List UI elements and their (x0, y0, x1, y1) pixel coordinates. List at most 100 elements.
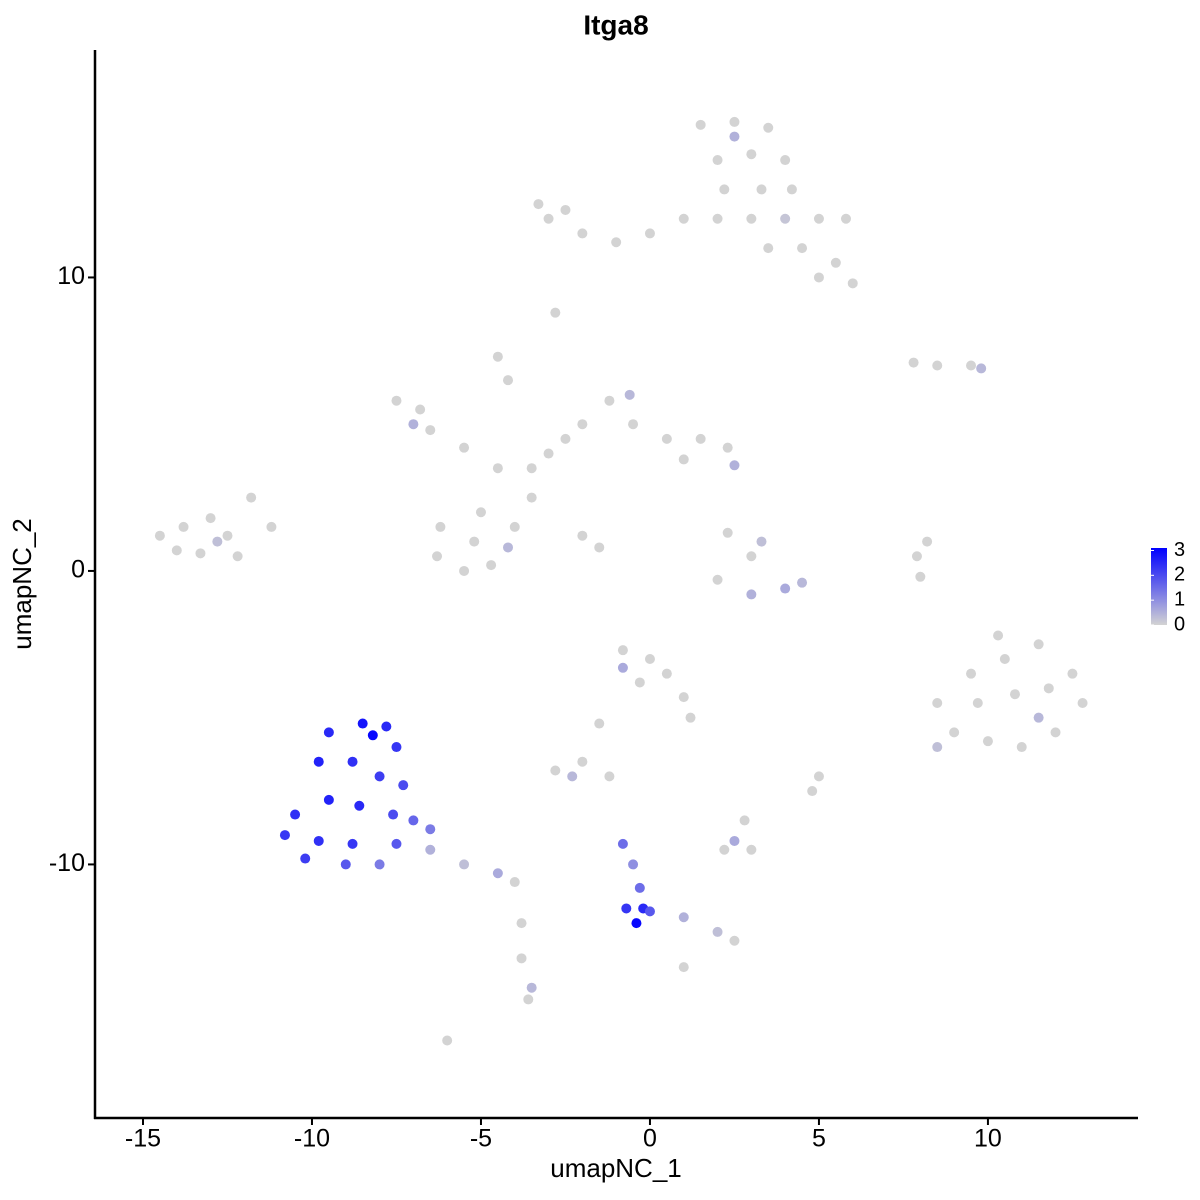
point (617, 662, 628, 673)
point (644, 228, 655, 239)
point (357, 718, 368, 729)
point (560, 204, 571, 215)
y-tick-label: -10 (49, 849, 85, 877)
point (550, 765, 561, 776)
point (780, 583, 791, 594)
point (678, 912, 689, 923)
point (388, 809, 399, 820)
point (908, 357, 919, 368)
point (739, 815, 750, 826)
point (503, 542, 514, 553)
point (1009, 689, 1020, 700)
point (729, 131, 740, 142)
x-tick-label: -5 (470, 1125, 492, 1153)
colorbar-tick-label: 1 (1174, 588, 1185, 610)
point (780, 213, 791, 224)
point (631, 918, 642, 929)
point (949, 727, 960, 738)
point (972, 698, 983, 709)
point (1067, 668, 1078, 679)
point (604, 395, 615, 406)
point (577, 419, 588, 430)
point (611, 237, 622, 248)
point (577, 228, 588, 239)
point (628, 859, 639, 870)
point (1016, 742, 1027, 753)
point (797, 577, 808, 588)
point (1033, 639, 1044, 650)
point (509, 521, 520, 532)
point (1043, 683, 1054, 694)
point (722, 527, 733, 538)
point (374, 859, 385, 870)
point (492, 463, 503, 474)
point (459, 565, 470, 576)
point (624, 389, 635, 400)
point (712, 213, 723, 224)
point (550, 307, 561, 318)
point (533, 199, 544, 210)
point (205, 513, 216, 524)
point (993, 630, 1004, 641)
point (526, 492, 537, 503)
point (492, 351, 503, 362)
point (786, 184, 797, 195)
point (797, 243, 808, 254)
point (300, 853, 311, 864)
point (1077, 698, 1088, 709)
point (323, 727, 334, 738)
point (486, 560, 497, 571)
point (746, 551, 757, 562)
point (746, 844, 757, 855)
point (425, 844, 436, 855)
point (347, 756, 358, 767)
x-tick-label: 5 (812, 1125, 826, 1153)
point (807, 786, 818, 797)
point (408, 815, 419, 826)
point (813, 213, 824, 224)
point (729, 935, 740, 946)
point (966, 360, 977, 371)
point (313, 835, 324, 846)
point (932, 698, 943, 709)
point (246, 492, 257, 503)
point (966, 668, 977, 679)
colorbar-tick-label: 2 (1174, 564, 1185, 586)
point (712, 926, 723, 937)
point (695, 119, 706, 130)
point (922, 536, 933, 547)
point (594, 542, 605, 553)
point (516, 953, 527, 964)
point (415, 404, 426, 415)
y-tick-label: 0 (71, 556, 85, 584)
point (729, 835, 740, 846)
point (367, 730, 378, 741)
point (543, 213, 554, 224)
point (523, 994, 534, 1005)
point (911, 551, 922, 562)
point (266, 521, 277, 532)
y-tick-label: 10 (57, 262, 85, 290)
point (432, 551, 443, 562)
colorbar (1151, 548, 1167, 625)
x-tick-label: 0 (643, 1125, 657, 1153)
chart-title: Itga8 (583, 9, 648, 40)
point (577, 530, 588, 541)
point (516, 918, 527, 929)
point (695, 433, 706, 444)
x-tick-label: 10 (974, 1125, 1002, 1153)
point (617, 838, 628, 849)
point (279, 830, 290, 841)
point (381, 721, 392, 732)
point (313, 756, 324, 767)
colorbar-tick-label: 0 (1174, 613, 1185, 635)
point (560, 433, 571, 444)
point (813, 272, 824, 283)
point (746, 213, 757, 224)
point (634, 677, 645, 688)
point (982, 736, 993, 747)
point (354, 800, 365, 811)
point (813, 771, 824, 782)
point (391, 395, 402, 406)
